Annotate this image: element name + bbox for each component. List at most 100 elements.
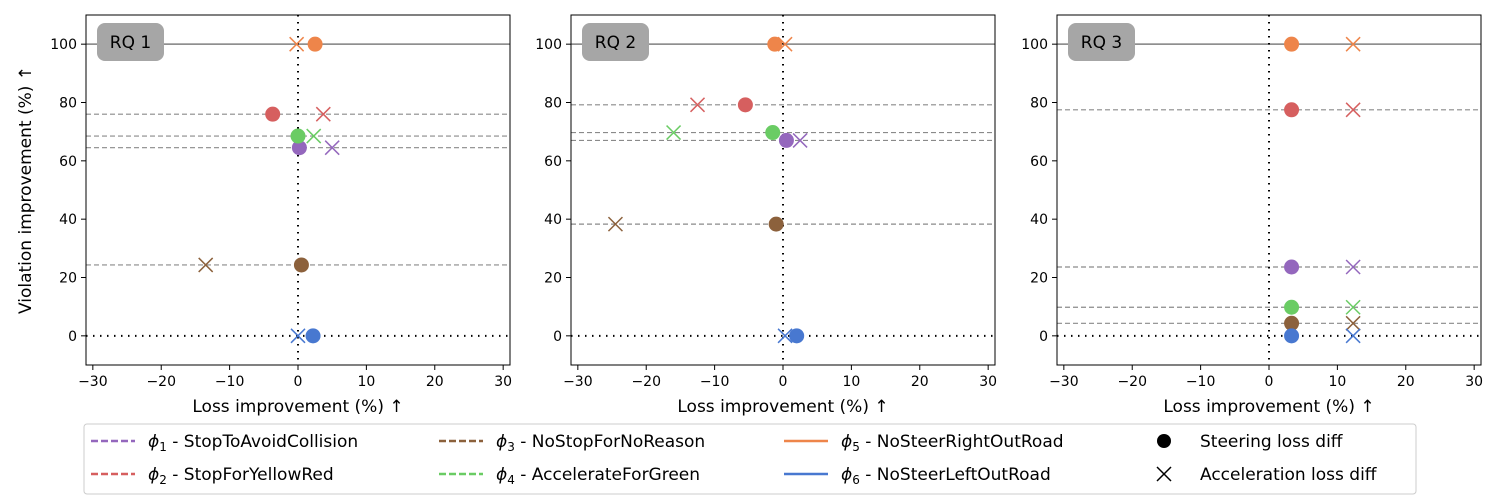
acceleration-marker-phi5 (289, 36, 305, 52)
steering-marker-phi1 (1284, 259, 1300, 275)
acceleration-marker-phi3 (607, 216, 623, 232)
steering-marker-phi3 (1284, 315, 1300, 331)
legend-circle-marker (1157, 434, 1171, 448)
y-tick-label: 0 (553, 329, 562, 345)
legend-phi-symbol: ϕ (841, 432, 852, 452)
legend-phi-subscript: 6 (852, 473, 860, 487)
y-tick-label: 80 (544, 96, 562, 112)
x-tick-label: −10 (700, 374, 730, 390)
steering-marker-phi1 (778, 132, 794, 148)
panel-label-badge (97, 23, 164, 61)
acceleration-marker-phi6 (1345, 328, 1361, 344)
y-tick-label: 20 (59, 271, 77, 287)
panel-label-badge (1068, 23, 1135, 61)
steering-marker-phi2 (1284, 102, 1300, 118)
x-axis-title: Loss improvement (%) ↑ (192, 397, 403, 417)
legend-phi-subscript: 3 (507, 440, 515, 454)
y-tick-label: 100 (535, 37, 562, 53)
legend-entry-phi1: ϕ1 - StopToAvoidCollision (91, 432, 358, 454)
legend-label-text: - StopForYellowRed (167, 465, 334, 485)
y-tick-label: 40 (59, 212, 77, 228)
legend-label: ϕ2 - StopForYellowRed (148, 465, 334, 487)
steering-marker-phi6 (1284, 328, 1300, 344)
x-axis-title: Loss improvement (%) ↑ (1163, 397, 1374, 417)
y-tick-label: 20 (544, 271, 562, 287)
x-tick-label: −30 (1049, 374, 1079, 390)
x-tick-label: 30 (494, 374, 512, 390)
markers (1284, 36, 1361, 344)
legend-label: ϕ5 - NoSteerRightOutRoad (841, 432, 1064, 454)
legend-frame (83, 423, 1417, 495)
x-tick-label: −20 (631, 374, 661, 390)
legend-entry-phi3: ϕ3 - NoStopForNoReason (439, 432, 705, 454)
acceleration-marker-phi2 (315, 106, 331, 122)
x-stroke (1345, 259, 1361, 275)
legend-phi-symbol: ϕ (841, 465, 852, 485)
acceleration-marker-phi1 (324, 140, 340, 156)
steering-marker-phi2 (737, 97, 753, 113)
legend-phi-symbol: ϕ (496, 432, 507, 452)
panel-rq2: −30 −20 −10 0 10 20 30 0 20 40 60 80 100 Loss improve… (535, 14, 997, 417)
legend-phi-subscript: 5 (852, 440, 860, 454)
y-tick-label: 60 (59, 154, 77, 170)
markers (198, 36, 340, 344)
x-stroke (289, 36, 305, 52)
steering-marker-phi6 (305, 328, 321, 344)
y-tick-label: 40 (1030, 212, 1048, 228)
legend-entry-acceleration: Acceleration loss diff (1156, 465, 1378, 485)
acceleration-marker-phi3 (198, 257, 214, 273)
y-tick-label: 60 (544, 154, 562, 170)
x-stroke (689, 97, 706, 113)
y-tick-label: 80 (1030, 96, 1048, 112)
legend-label: Steering loss diff (1200, 432, 1344, 452)
panel-label-badge (582, 23, 649, 61)
legend-label: ϕ6 - NoSteerLeftOutRoad (841, 465, 1051, 487)
x-stroke (1345, 36, 1361, 52)
panel-rq3: −30 −20 −10 0 10 20 30 0 20 40 60 80 100 Loss improve… (1021, 14, 1483, 417)
y-axis-title: Violation improvement (%) ↑ (16, 66, 36, 314)
y-tick-label: 40 (544, 212, 562, 228)
x-stroke (198, 257, 214, 273)
x-stroke (1345, 315, 1361, 331)
y-tick-label: 80 (59, 96, 77, 112)
legend-phi-subscript: 2 (159, 473, 167, 487)
acceleration-marker-phi1 (792, 132, 808, 148)
legend-label-text: - AccelerateForGreen (515, 465, 700, 485)
x-tick-label: 10 (357, 374, 375, 390)
x-tick-label: 20 (426, 374, 444, 390)
x-tick-label: 0 (294, 374, 303, 390)
steering-marker-phi5 (767, 36, 783, 52)
y-tick-label: 100 (50, 37, 77, 53)
steering-marker-phi4 (765, 125, 781, 141)
steering-marker-phi4 (1284, 299, 1300, 315)
x-tick-label: −20 (146, 374, 176, 390)
acceleration-marker-phi6 (290, 328, 306, 344)
x-stroke (1345, 299, 1361, 315)
acceleration-marker-phi1 (1345, 259, 1361, 275)
steering-marker-phi6 (789, 328, 805, 344)
x-tick-label: 30 (1465, 374, 1483, 390)
panel-label: RQ 2 (595, 33, 636, 53)
x-stroke (1345, 102, 1361, 118)
x-stroke (290, 328, 306, 344)
steering-marker-phi5 (1284, 36, 1300, 52)
legend-phi-symbol: ϕ (148, 432, 159, 452)
x-stroke (306, 128, 322, 144)
markers (607, 36, 808, 344)
steering-marker-phi1 (291, 140, 307, 156)
x-stroke (666, 125, 682, 141)
x-stroke (777, 328, 793, 344)
steering-marker-phi3 (768, 216, 784, 232)
acceleration-marker-phi4 (666, 125, 682, 141)
y-tick-label: 0 (68, 329, 77, 345)
legend-entry-phi4: ϕ4 - AccelerateForGreen (439, 465, 700, 487)
legend-x-stroke (1156, 466, 1172, 482)
y-tick-label: 60 (1030, 154, 1048, 170)
y-tick-label: 0 (1039, 329, 1048, 345)
x-axis-title: Loss improvement (%) ↑ (677, 397, 888, 417)
x-stroke (324, 140, 340, 156)
steering-marker-phi5 (307, 36, 323, 52)
acceleration-marker-phi2 (689, 97, 706, 113)
x-tick-label: −10 (215, 374, 245, 390)
